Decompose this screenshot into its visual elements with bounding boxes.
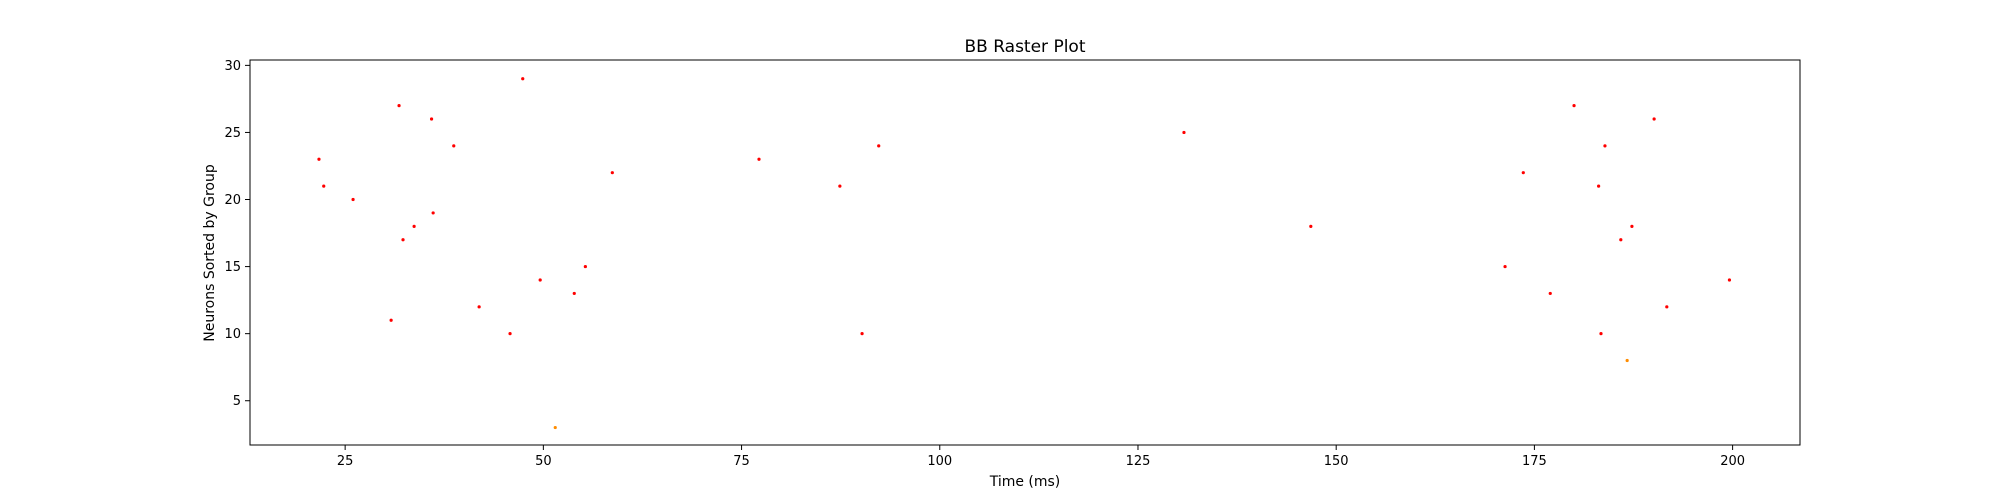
spike-point	[1503, 264, 1507, 269]
spike-point	[860, 332, 864, 336]
spike-point	[1597, 184, 1601, 188]
spike-point	[1625, 358, 1629, 363]
spike-point	[572, 291, 576, 296]
spike-point	[1603, 144, 1607, 148]
y-tick-label: 5	[233, 394, 241, 409]
spike-point	[477, 305, 481, 309]
spike-point	[1727, 278, 1732, 282]
spike-point	[538, 278, 542, 282]
y-tick-label: 25	[224, 126, 241, 141]
spike-point	[401, 238, 405, 242]
spike-point	[389, 318, 393, 322]
spike-point	[429, 117, 434, 121]
spike-point	[757, 157, 761, 161]
plot-area: 25 50 75 100 125 150 175 200 5 10 15 20 25 30	[224, 59, 1801, 469]
spike-point	[317, 157, 321, 161]
y-tick-label: 15	[224, 260, 241, 275]
x-axis-label: Time (ms)	[989, 474, 1061, 490]
x-tick-label: 75	[733, 454, 750, 469]
x-tick-label: 175	[1522, 454, 1547, 469]
y-tick-label: 20	[224, 193, 241, 208]
x-tick-label: 25	[337, 454, 354, 469]
spike-point	[351, 197, 355, 202]
spike-point	[838, 184, 842, 188]
spike-point	[1309, 224, 1313, 228]
spike-point	[1665, 305, 1669, 309]
spike-point	[877, 144, 881, 148]
chart-title: BB Raster Plot	[964, 37, 1085, 57]
spike-point	[521, 77, 525, 81]
axes-frame	[249, 59, 1801, 446]
x-tick-label: 125	[1126, 454, 1151, 469]
y-tick-label: 10	[224, 327, 241, 342]
spike-point	[508, 332, 512, 336]
y-tick-label: 30	[224, 59, 241, 74]
spike-point	[397, 104, 401, 108]
spike-point	[412, 224, 416, 228]
spike-point	[1182, 130, 1186, 135]
spike-point	[1630, 224, 1634, 228]
x-tick-label: 100	[927, 454, 952, 469]
spike-point	[610, 171, 614, 175]
spike-point	[583, 264, 587, 269]
spike-point	[431, 211, 435, 215]
x-tick-label: 150	[1324, 454, 1349, 469]
spike-point	[1599, 332, 1603, 336]
spike-point	[452, 144, 456, 148]
spike-point	[322, 184, 326, 188]
spike-point	[1521, 171, 1525, 175]
spike-point	[1619, 238, 1623, 242]
spike-point	[553, 425, 557, 430]
spike-point	[1548, 291, 1552, 296]
spike-point	[1572, 104, 1576, 108]
spike-point	[1652, 117, 1656, 121]
y-axis-label: Neurons Sorted by Group	[202, 164, 218, 342]
x-tick-label: 200	[1720, 454, 1745, 469]
x-tick-label: 50	[535, 454, 552, 469]
